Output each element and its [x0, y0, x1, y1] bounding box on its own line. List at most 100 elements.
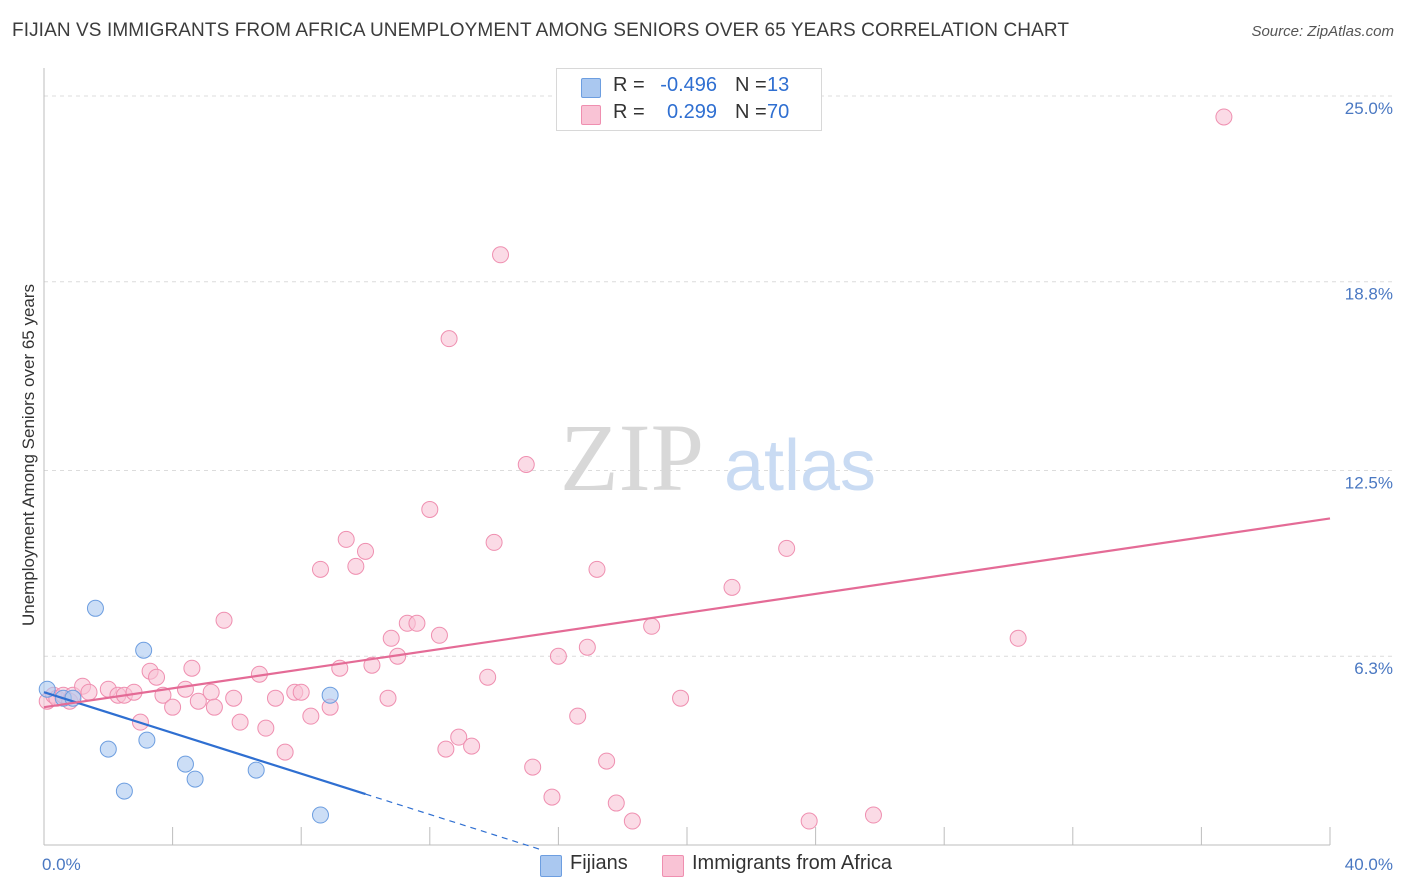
- immigrants-from-africa-point: [1009, 629, 1027, 647]
- fijians-point: [115, 782, 133, 800]
- immigrants-from-africa-point: [302, 707, 320, 725]
- fijians-trend-extension: [365, 793, 543, 851]
- immigrants-from-africa-point: [578, 638, 596, 656]
- n-label: N =: [735, 101, 767, 123]
- immigrants-from-africa-point: [347, 557, 365, 575]
- series-legend: Fijians Immigrants from Africa: [0, 850, 1406, 880]
- fijians-point: [38, 680, 56, 698]
- fijians-point: [176, 755, 194, 773]
- r-value: 0.299: [666, 101, 717, 123]
- watermark-zip: ZIP: [560, 404, 704, 511]
- y-tick-label: 12.5%: [1345, 473, 1393, 492]
- immigrants-from-africa-point: [202, 683, 220, 701]
- immigrants-from-africa-trend-line: [43, 517, 1331, 709]
- immigrants-from-africa-point: [215, 611, 233, 629]
- immigrants-from-africa-point: [437, 740, 455, 758]
- legend-row-fijians: R = -0.496 N = 13: [557, 74, 821, 100]
- x-tick-label: 0.0%: [42, 855, 81, 874]
- immigrants-from-africa-point: [266, 689, 284, 707]
- fijians-point: [135, 641, 153, 659]
- immigrants-from-africa-point: [382, 629, 400, 647]
- immigrants-from-africa-point: [430, 626, 448, 644]
- immigrants-from-africa-point: [311, 560, 329, 578]
- immigrants-from-africa-point: [231, 713, 249, 731]
- immigrants-from-africa-point: [598, 752, 616, 770]
- fijians-point: [321, 686, 339, 704]
- immigrants-from-africa-point: [492, 246, 510, 264]
- immigrants-from-africa-point: [205, 698, 223, 716]
- fijians-legend-swatch: [540, 855, 562, 877]
- immigrants-from-africa-point: [524, 758, 542, 776]
- immigrants-from-africa-point: [292, 683, 310, 701]
- immigrants-from-africa-point: [485, 533, 503, 551]
- immigrants-from-africa-point: [543, 788, 561, 806]
- fijians-point: [186, 770, 204, 788]
- legend-row-africa: R = 0.299 N = 70: [557, 101, 821, 127]
- immigrants-from-africa-point: [643, 617, 661, 635]
- fijians-point: [311, 806, 329, 824]
- immigrants-from-africa-point: [357, 542, 374, 560]
- axes: [43, 68, 1331, 846]
- gridlines: [44, 95, 1395, 657]
- africa-legend-swatch: [662, 855, 684, 877]
- immigrants-from-africa-point: [421, 500, 439, 518]
- immigrants-from-africa-point: [672, 689, 690, 707]
- immigrants-from-africa-point: [225, 689, 243, 707]
- y-axis-label: Unemployment Among Seniors over 65 years: [19, 284, 38, 626]
- y-tick-label: 18.8%: [1345, 285, 1393, 304]
- chart-title: FIJIAN VS IMMIGRANTS FROM AFRICA UNEMPLO…: [12, 20, 1070, 41]
- fijians-point: [247, 761, 265, 779]
- immigrants-from-africa-point: [408, 614, 426, 632]
- immigrants-from-africa-point: [723, 578, 741, 596]
- immigrants-from-africa-point: [337, 530, 355, 548]
- immigrants-from-africa-point: [607, 794, 625, 812]
- immigrants-from-africa-point: [623, 812, 641, 830]
- legend-item-africa[interactable]: Immigrants from Africa: [662, 852, 893, 877]
- tick-labels: 6.3% 12.5% 18.8% 25.0% 0.0% 40.0%: [42, 99, 1393, 874]
- watermark: ZIP atlas: [560, 404, 876, 511]
- legend-label: Immigrants from Africa: [692, 852, 893, 874]
- fijians-point: [99, 740, 117, 758]
- immigrants-from-africa-point: [176, 680, 194, 698]
- immigrants-from-africa-point: [363, 656, 381, 674]
- immigrants-from-africa-point: [450, 728, 468, 746]
- immigrants-from-africa-point: [549, 647, 567, 665]
- immigrants-from-africa-point: [864, 806, 882, 824]
- immigrants-from-africa-point: [80, 683, 98, 701]
- legend-label: Fijians: [570, 852, 628, 874]
- y-tick-label: 6.3%: [1354, 659, 1393, 678]
- legend-item-fijians[interactable]: Fijians: [540, 852, 628, 877]
- immigrants-from-africa-point: [257, 719, 275, 737]
- immigrants-from-africa-point: [569, 707, 587, 725]
- fijians-point: [86, 599, 104, 617]
- r-label: R =: [613, 101, 645, 123]
- immigrants-from-africa-point: [440, 330, 458, 348]
- immigrants-from-africa-point: [183, 659, 201, 677]
- fijians-trend-line: [43, 691, 366, 796]
- n-value: 70: [767, 101, 790, 123]
- immigrants-from-africa-point: [463, 737, 481, 755]
- immigrants-from-africa-point: [148, 668, 166, 686]
- n-value: 13: [767, 74, 790, 96]
- immigrants-from-africa-point: [379, 689, 397, 707]
- immigrants-from-africa-point: [189, 692, 207, 710]
- y-tick-label: 25.0%: [1345, 99, 1393, 118]
- immigrants-from-africa-point: [800, 812, 818, 830]
- source-label: Source: ZipAtlas.com: [1251, 23, 1394, 40]
- immigrants-from-africa-point: [479, 668, 497, 686]
- trend-lines: [43, 517, 1331, 851]
- fijians-point: [138, 731, 156, 749]
- africa-swatch: [581, 105, 601, 125]
- immigrants-from-africa-point: [517, 455, 535, 473]
- immigrants-from-africa-point: [164, 698, 182, 716]
- data-points: [38, 108, 1233, 830]
- immigrants-from-africa-point: [1215, 108, 1233, 126]
- immigrants-from-africa-point: [778, 539, 796, 557]
- x-tick-label: 40.0%: [1345, 855, 1393, 874]
- immigrants-from-africa-point: [588, 560, 606, 578]
- watermark-atlas: atlas: [724, 426, 876, 506]
- r-label: R =: [613, 74, 645, 96]
- correlation-legend: R = -0.496 N = 13 R = 0.299 N = 70: [556, 68, 822, 131]
- fijians-swatch: [581, 78, 601, 98]
